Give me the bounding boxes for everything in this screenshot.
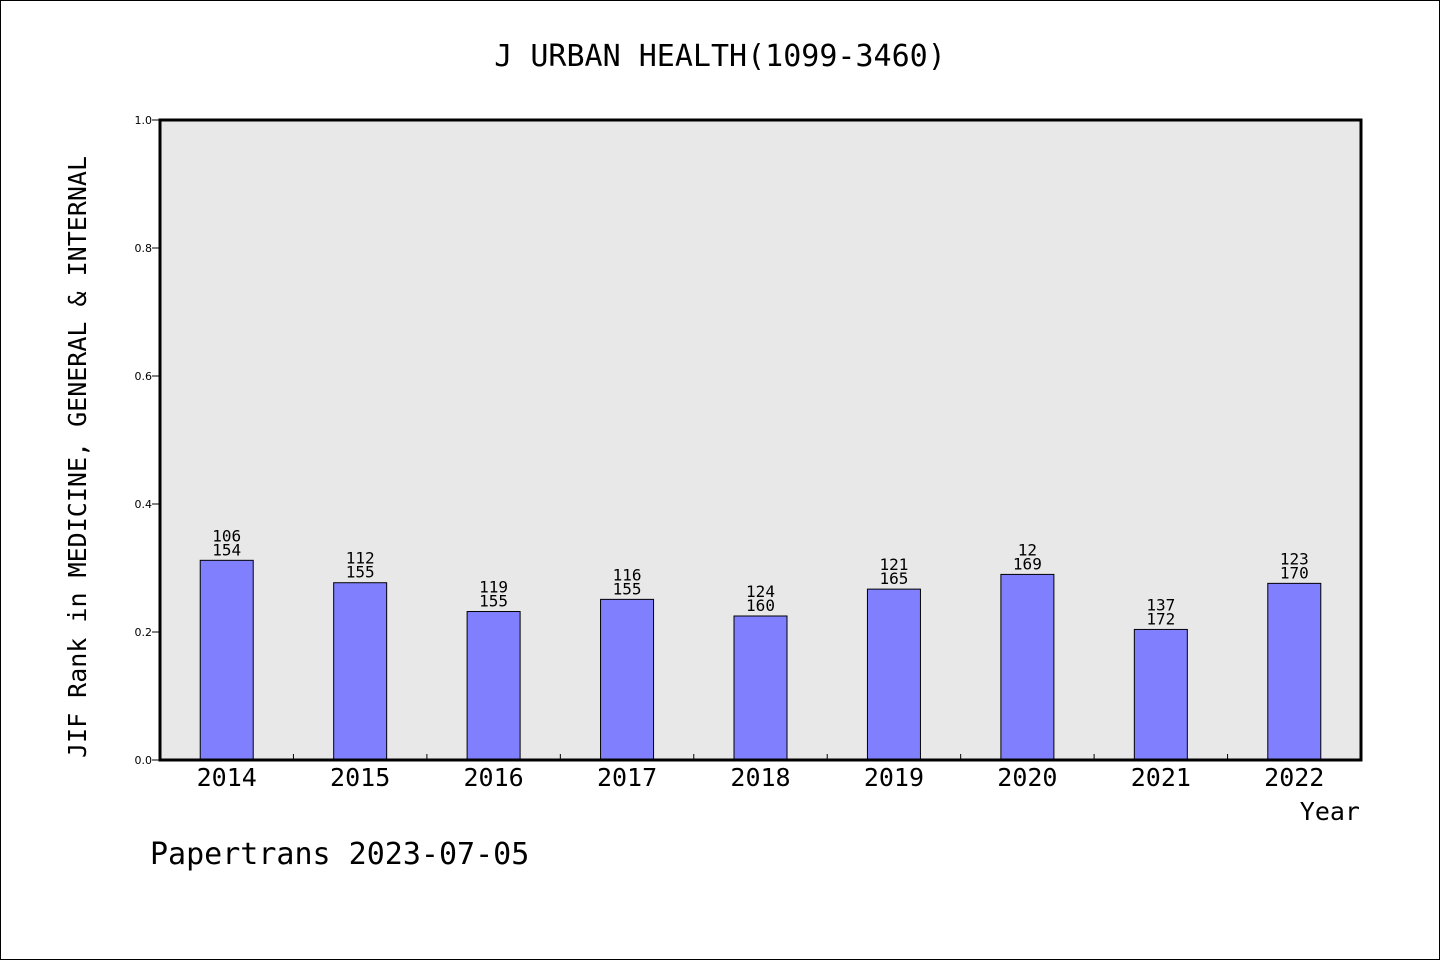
x-axis: 2014 2015 2016 2017 2018 2019 2020 2021 2022 [197, 754, 1324, 792]
bar-total-label: 154 [212, 540, 241, 559]
bar-total-label: 170 [1280, 563, 1309, 582]
x-tick-label: 2014 [197, 763, 257, 792]
x-axis-label: Year [1300, 797, 1360, 826]
x-tick-label: 2019 [864, 763, 924, 792]
y-tick-label: 0.8 [135, 242, 153, 255]
bar-rank-label: 121 [879, 555, 908, 574]
bar-total-label: 155 [613, 579, 642, 598]
bar-total-label: 160 [746, 596, 775, 615]
chart-title: J URBAN HEALTH(1099-3460) [494, 39, 946, 74]
bars [199, 559, 1322, 761]
x-tick-label: 2022 [1264, 763, 1324, 792]
footer-credit: Papertrans 2023-07-05 [150, 837, 529, 872]
bar-rank-label: 116 [613, 565, 642, 584]
x-tick-label: 2018 [730, 763, 790, 792]
x-tick-label: 2021 [1131, 763, 1191, 792]
x-tick-label: 2017 [597, 763, 657, 792]
bar-total-label: 172 [1146, 609, 1175, 628]
y-tick-label: 0.4 [135, 498, 153, 511]
y-tick-label: 0.0 [135, 754, 153, 767]
bar-2015 [333, 582, 388, 761]
bar-rank-label: 124 [746, 582, 775, 601]
y-tick-label: 0.2 [135, 626, 153, 639]
bar-rank-label: 106 [212, 526, 241, 545]
bar-2014 [199, 559, 254, 761]
x-tick-label: 2015 [330, 763, 390, 792]
bar-2021 [1133, 628, 1188, 761]
bar-total-label: 155 [479, 592, 508, 611]
y-tick-label: 1.0 [135, 114, 153, 127]
y-tick-label: 0.6 [135, 370, 153, 383]
bar-total-label: 165 [879, 569, 908, 588]
bar-rank-label: 137 [1146, 595, 1175, 614]
bar-2017 [600, 598, 655, 761]
bar-total-label: 155 [346, 563, 375, 582]
bar-rank-label: 112 [346, 549, 375, 568]
plot-border [158, 118, 1363, 762]
bar-2019 [866, 588, 921, 761]
bar-2020 [1000, 573, 1055, 761]
bar-2018 [733, 615, 788, 761]
bar-2016 [466, 611, 521, 761]
bar-2022 [1267, 582, 1322, 761]
bar-total-label: 169 [1013, 554, 1042, 573]
y-axis: 0.0 0.2 0.4 0.6 0.8 1.0 [135, 114, 160, 767]
y-axis-label: JIF Rank in MEDICINE, GENERAL & INTERNAL [63, 156, 92, 758]
bar-rank-label: 12 [1018, 540, 1037, 559]
bar-rank-label: 119 [479, 578, 508, 597]
x-tick-label: 2016 [464, 763, 524, 792]
bar-rank-label: 123 [1280, 549, 1309, 568]
x-tick-label: 2020 [997, 763, 1057, 792]
